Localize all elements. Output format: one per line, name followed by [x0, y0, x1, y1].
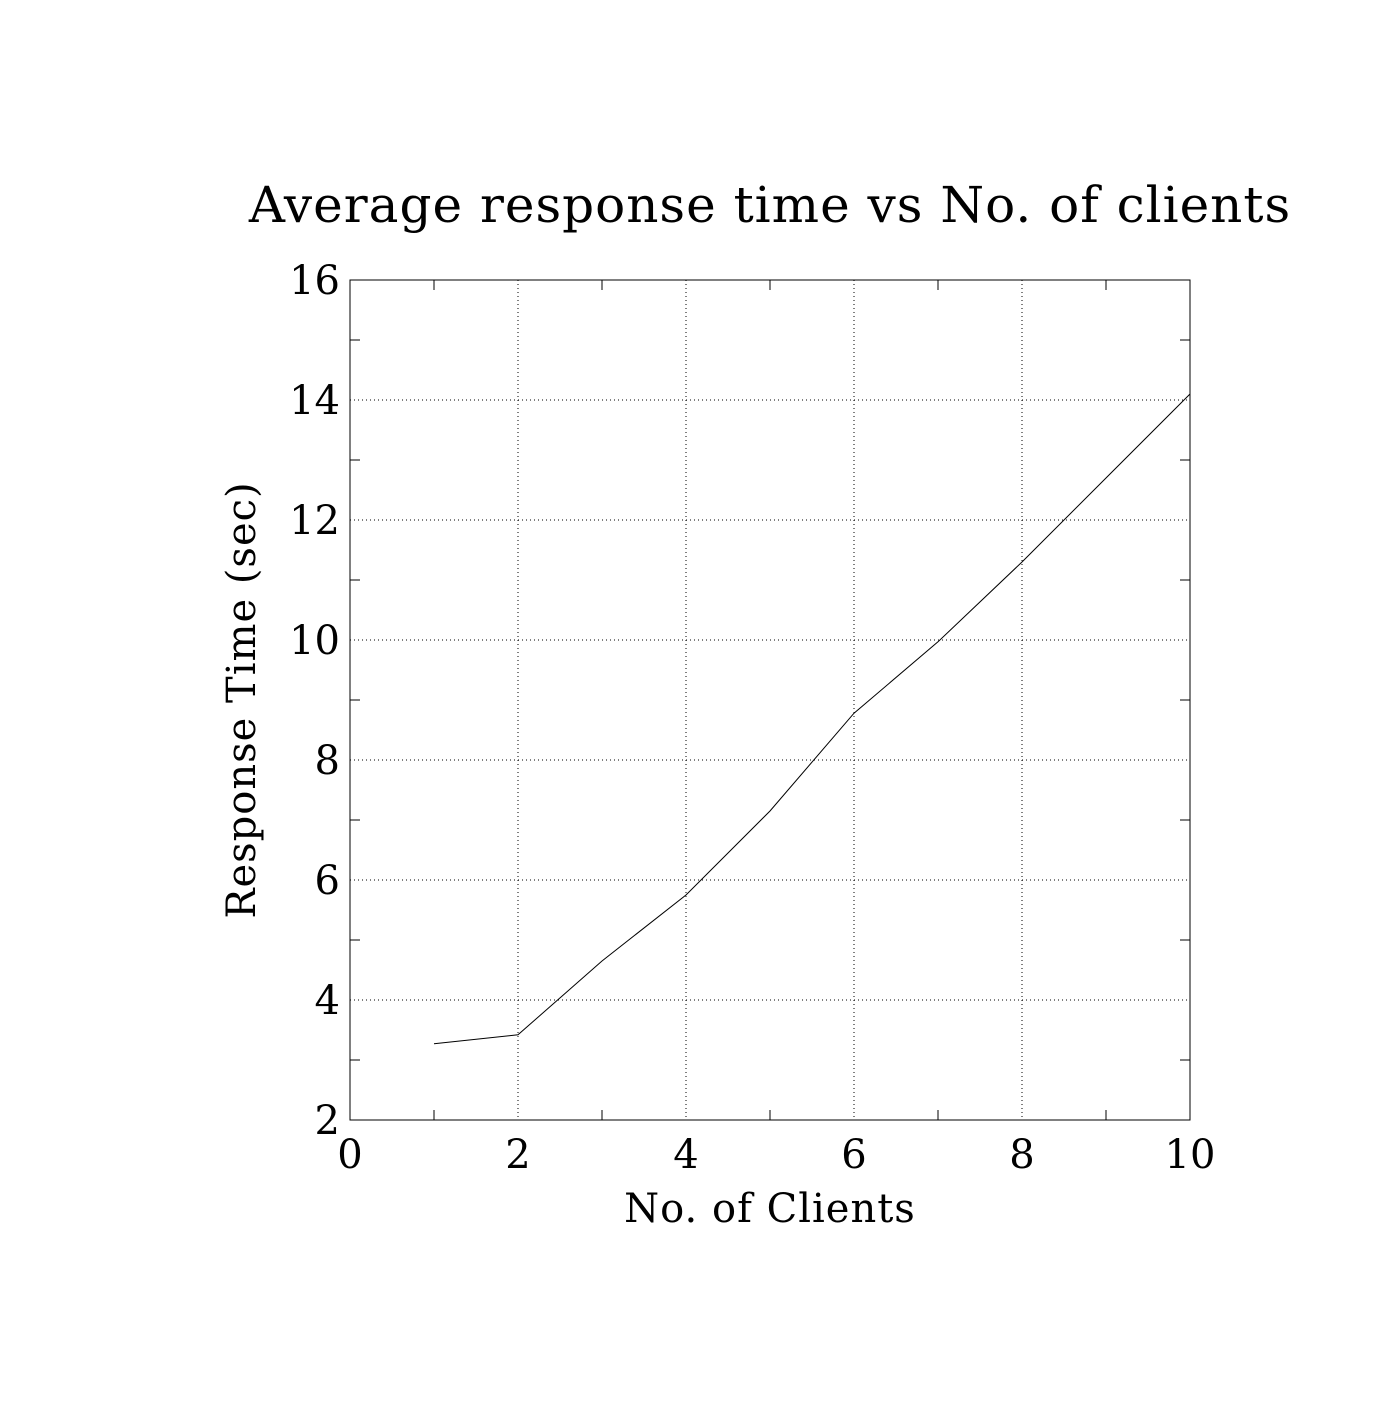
y-tick-label: 12	[289, 498, 340, 544]
y-tick-label: 2	[315, 1098, 340, 1144]
minor-ticks	[350, 280, 1190, 1120]
y-axis-label: Response Time (sec)	[219, 481, 265, 918]
x-tick-label: 6	[841, 1132, 866, 1178]
y-tick-label: 10	[289, 618, 340, 664]
y-tick-label: 6	[315, 858, 340, 904]
series-line	[433, 393, 1191, 1045]
grid-lines	[350, 280, 1190, 1120]
y-tick-labels: 2 4 6 8 10 12 14 16	[289, 258, 340, 1144]
series-layer	[433, 393, 1191, 1045]
x-axis-label: No. of Clients	[624, 1186, 916, 1232]
y-tick-label: 8	[315, 738, 340, 784]
y-tick-label: 16	[289, 258, 340, 304]
chart-title: Average response time vs No. of clients	[248, 176, 1291, 234]
plot-frame	[349, 279, 1191, 1121]
x-tick-label: 2	[505, 1132, 530, 1178]
y-tick-label: 4	[315, 978, 340, 1024]
x-tick-label: 10	[1165, 1132, 1216, 1178]
x-tick-labels: 0 2 4 6 8 10	[337, 1132, 1215, 1178]
x-tick-label: 4	[673, 1132, 698, 1178]
x-tick-label: 0	[337, 1132, 362, 1178]
x-tick-label: 8	[1009, 1132, 1034, 1178]
y-tick-label: 14	[289, 378, 340, 424]
